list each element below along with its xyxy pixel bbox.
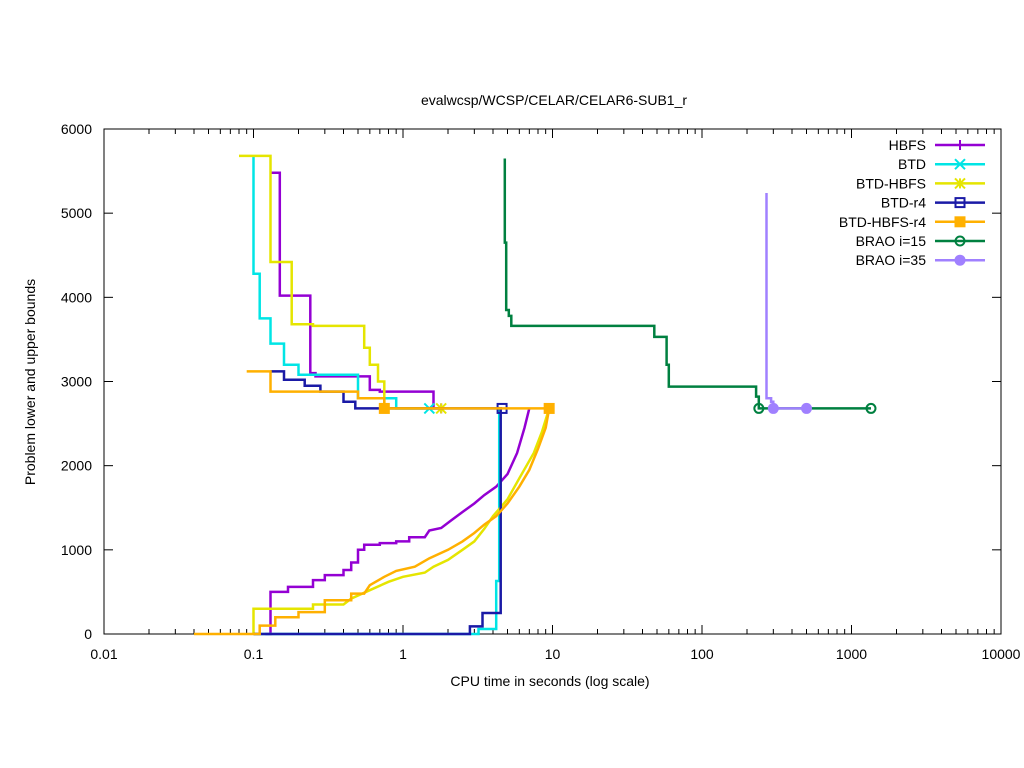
x-tick-label: 10000 [982,646,1021,662]
x-tick-label: 0.1 [244,646,264,662]
btd-hbfs-r4-lower-bound-line [194,408,551,636]
hbfs-lower-bound-line [265,408,531,636]
series-brao-i-35 [765,193,812,414]
legend-label-btd: BTD [898,156,926,172]
brao-i-15-upper-bound-line [503,158,871,410]
x-axis-label: CPU time in seconds (log scale) [450,673,649,689]
legend-label-brao-i-35: BRAO i=35 [856,252,927,268]
btd-hbfs-r4-point [543,402,555,414]
btd-hbfs-upper-bound-line [239,154,442,410]
y-tick-label: 0 [84,626,92,642]
series-layer [194,154,877,636]
y-tick-label: 1000 [61,542,92,558]
series-btd-hbfs-r4 [194,370,555,636]
x-tick-label: 0.01 [90,646,117,662]
series-brao-i-15 [503,158,877,414]
legend-marker-brao-i-15 [954,235,966,247]
chart-title: evalwcsp/WCSP/CELAR/CELAR6-SUB1_r [421,92,687,108]
legend-marker-btd-hbfs-r4 [954,216,966,228]
legend-label-brao-i-15: BRAO i=15 [856,233,927,249]
legend-marker-btd [954,158,966,170]
legend-label-btd-hbfs-r4: BTD-HBFS-r4 [839,214,926,230]
x-tick-label: 10 [545,646,561,662]
x-tick-label: 100 [690,646,714,662]
y-tick-label: 5000 [61,205,92,221]
legend-marker-hbfs [955,140,965,150]
legend-label-hbfs: HBFS [889,137,926,153]
y-tick-label: 2000 [61,458,92,474]
y-tick-label: 3000 [61,374,92,390]
btd-lower-bound-line [253,408,501,636]
legend-marker-btd-r4 [954,197,966,209]
legend-marker-btd-hbfs [954,177,966,190]
y-axis-label: Problem lower and upper bounds [22,279,38,485]
y-tick-label: 6000 [61,121,92,137]
y-tick-label: 4000 [61,289,92,305]
brao-i-15-point [753,402,765,414]
legend: HBFS BTD BTD-HBFS BTD-r4 BTD-HBFS-r4 BRAO i=1… [839,137,985,268]
brao-i-15-point [865,402,877,414]
x-tick-label: 1000 [836,646,867,662]
legend-marker-brao-i-35 [954,254,966,266]
x-tick-label: 1 [399,646,407,662]
brao-i-35-point [800,402,812,414]
brao-i-35-point [767,402,779,414]
btd-hbfs-r4-point [378,402,390,414]
btd-r4-lower-bound-line [253,407,503,636]
legend-label-btd-r4: BTD-r4 [881,195,926,211]
btd-hbfs-lower-bound-line [252,408,551,634]
btd-r4-upper-bound-line [270,370,503,410]
legend-label-btd-hbfs: BTD-HBFS [856,175,926,191]
axes: 0.01 0.1 1 10 100 1000 10000 0 1000 2000 3000 4000 5… [61,121,1021,662]
hbfs-upper-bound-line [270,171,442,410]
